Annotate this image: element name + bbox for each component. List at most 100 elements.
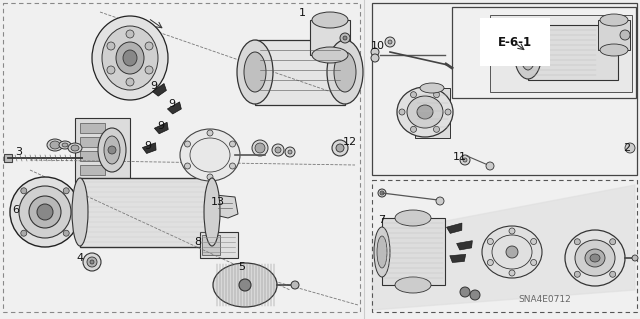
Bar xyxy=(80,123,105,133)
Circle shape xyxy=(20,188,27,194)
Bar xyxy=(490,15,632,92)
Ellipse shape xyxy=(213,263,277,307)
Ellipse shape xyxy=(312,47,348,63)
Ellipse shape xyxy=(395,210,431,226)
Ellipse shape xyxy=(374,227,390,277)
Circle shape xyxy=(486,162,494,170)
Polygon shape xyxy=(215,195,238,218)
Circle shape xyxy=(275,147,281,153)
Bar xyxy=(255,40,345,105)
Circle shape xyxy=(207,130,213,136)
Ellipse shape xyxy=(50,141,60,149)
Polygon shape xyxy=(142,143,156,153)
Ellipse shape xyxy=(19,186,71,238)
Ellipse shape xyxy=(239,279,251,291)
Circle shape xyxy=(107,66,115,74)
Ellipse shape xyxy=(123,50,137,66)
Text: 1: 1 xyxy=(298,8,305,18)
Circle shape xyxy=(506,246,518,258)
Text: 9: 9 xyxy=(145,141,152,151)
Circle shape xyxy=(230,141,236,147)
Circle shape xyxy=(255,143,265,153)
Text: 3: 3 xyxy=(15,147,22,157)
Ellipse shape xyxy=(600,14,628,26)
Ellipse shape xyxy=(334,52,356,92)
Circle shape xyxy=(625,143,635,153)
Ellipse shape xyxy=(482,226,542,278)
Circle shape xyxy=(610,239,616,245)
Ellipse shape xyxy=(10,177,80,247)
Circle shape xyxy=(487,239,493,244)
Ellipse shape xyxy=(72,178,88,246)
Ellipse shape xyxy=(204,178,220,246)
Ellipse shape xyxy=(377,236,387,268)
Text: 5: 5 xyxy=(239,262,246,272)
Polygon shape xyxy=(154,122,168,134)
Text: 9: 9 xyxy=(150,81,157,91)
Ellipse shape xyxy=(420,83,444,93)
Text: 7: 7 xyxy=(378,215,385,225)
Circle shape xyxy=(108,146,116,154)
Circle shape xyxy=(399,109,405,115)
Circle shape xyxy=(207,174,213,180)
Polygon shape xyxy=(450,254,466,263)
Circle shape xyxy=(487,259,493,265)
Bar xyxy=(598,20,630,50)
Ellipse shape xyxy=(327,40,363,104)
Circle shape xyxy=(126,30,134,38)
Text: 8: 8 xyxy=(195,237,202,247)
Bar xyxy=(372,180,637,312)
Text: 9: 9 xyxy=(157,121,164,131)
Ellipse shape xyxy=(116,42,144,74)
Circle shape xyxy=(380,191,384,195)
Bar xyxy=(80,165,105,175)
Text: 6: 6 xyxy=(13,205,19,215)
Polygon shape xyxy=(152,84,166,96)
Circle shape xyxy=(433,126,440,132)
Bar xyxy=(372,3,637,175)
Bar xyxy=(4,154,12,162)
Bar xyxy=(202,235,220,255)
Ellipse shape xyxy=(397,87,453,137)
Ellipse shape xyxy=(62,143,68,147)
Circle shape xyxy=(107,42,115,50)
Circle shape xyxy=(83,253,101,271)
Ellipse shape xyxy=(585,249,605,267)
Text: 11: 11 xyxy=(453,152,467,162)
Circle shape xyxy=(272,144,284,156)
Circle shape xyxy=(336,144,344,152)
Circle shape xyxy=(332,140,348,156)
Circle shape xyxy=(385,37,395,47)
Bar xyxy=(80,137,105,147)
Ellipse shape xyxy=(312,12,348,28)
Circle shape xyxy=(145,66,153,74)
Circle shape xyxy=(184,163,191,169)
Bar xyxy=(75,118,130,185)
Bar xyxy=(452,7,636,98)
Ellipse shape xyxy=(104,136,120,164)
Circle shape xyxy=(90,260,94,264)
Text: 13: 13 xyxy=(211,197,225,207)
Circle shape xyxy=(388,40,392,44)
Bar xyxy=(3,3,360,312)
Circle shape xyxy=(433,92,440,98)
Circle shape xyxy=(252,140,268,156)
Circle shape xyxy=(343,36,347,40)
Circle shape xyxy=(291,281,299,289)
Ellipse shape xyxy=(68,143,82,153)
Circle shape xyxy=(531,239,537,244)
Ellipse shape xyxy=(47,139,63,151)
Ellipse shape xyxy=(520,34,536,70)
Text: 12: 12 xyxy=(343,137,357,147)
Circle shape xyxy=(509,270,515,276)
Circle shape xyxy=(285,147,295,157)
Ellipse shape xyxy=(92,16,168,100)
Ellipse shape xyxy=(244,52,266,92)
Ellipse shape xyxy=(395,277,431,293)
Circle shape xyxy=(371,48,379,56)
Ellipse shape xyxy=(102,26,158,90)
Ellipse shape xyxy=(417,105,433,119)
Circle shape xyxy=(632,255,638,261)
Circle shape xyxy=(63,188,69,194)
Circle shape xyxy=(445,109,451,115)
